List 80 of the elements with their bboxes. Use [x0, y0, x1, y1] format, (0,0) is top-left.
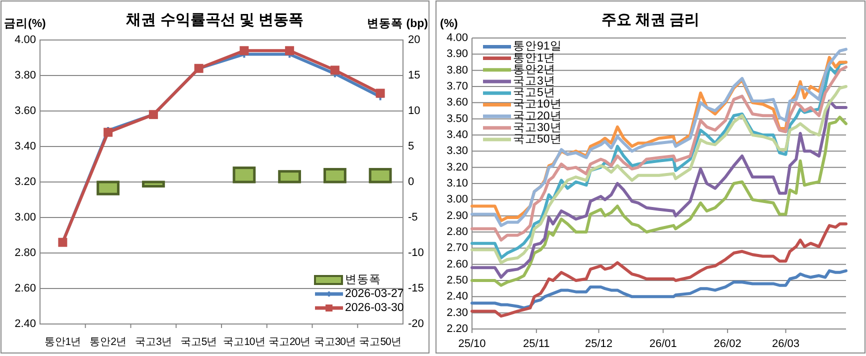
y-tick-label: 3.30: [446, 145, 468, 158]
y-axis-title: (%): [440, 18, 458, 30]
y-tick-label: 3.00: [14, 212, 36, 224]
y2-tick-label: -10: [408, 247, 424, 259]
y-tick-label: 2.60: [14, 282, 36, 294]
line-series: [470, 222, 848, 318]
x-tick-label: 26/01: [649, 338, 677, 350]
point: [240, 46, 249, 56]
chart-title: 주요 채권 금리: [601, 12, 700, 28]
y-tick-label: 3.80: [446, 64, 468, 76]
y2-tick-label: 0: [408, 176, 414, 188]
legend-label: 국고20년: [513, 110, 562, 122]
point: [376, 88, 385, 98]
legend-label: 2026-03-30: [345, 302, 404, 314]
y-tick-label: 3.60: [14, 105, 36, 117]
chart-title: 채권 수익률곡선 및 변동폭: [125, 12, 304, 28]
x-tick-label: 26/03: [772, 338, 800, 350]
x-tick-label: 25/12: [584, 338, 613, 350]
x-tick-label: 통안2년: [90, 336, 126, 348]
legend-label: 통안1년: [513, 52, 556, 64]
x-tick-label: 국고30년: [314, 336, 356, 348]
y-tick-label: 2.30: [446, 306, 468, 319]
legend-label: 국고50년: [513, 134, 562, 146]
y-tick-label: 2.20: [446, 323, 468, 335]
x-tick-label: 국고5년: [180, 336, 218, 348]
y-tick-label: 3.20: [446, 161, 468, 174]
bar: [368, 168, 392, 184]
bar: [96, 180, 120, 196]
y-tick-label: 2.80: [446, 226, 468, 238]
x-tick-label: 국고3년: [135, 336, 172, 348]
x-tick-label: 25/10: [458, 338, 486, 350]
y2-tick-label: 20: [408, 34, 420, 46]
y2-tick-label: -5: [408, 212, 418, 224]
y-tick-label: 3.10: [446, 178, 468, 190]
y-tick-label: 3.80: [14, 70, 36, 82]
y-tick-label: 2.90: [446, 210, 468, 222]
legend-label: 통안2년: [513, 64, 556, 76]
y-tick-label: 2.60: [446, 258, 468, 270]
y-tick-label: 2.40: [446, 290, 468, 303]
x-tick-label: 25/11: [523, 338, 550, 350]
y2-axis-title: 변동폭 (bp): [367, 17, 428, 30]
point: [330, 66, 340, 75]
legend-label: 국고10년: [513, 98, 562, 111]
legend-label: 국고5년: [513, 87, 556, 100]
y2-tick-label: -15: [408, 282, 424, 294]
y-tick-label: 3.90: [446, 48, 468, 60]
bar: [232, 166, 256, 184]
y2-tick-label: 5: [408, 140, 414, 152]
y-tick-label: 2.80: [14, 247, 36, 259]
bar: [278, 170, 302, 184]
x-tick-label: 26/02: [714, 338, 742, 350]
y-tick-label: 3.50: [446, 112, 468, 125]
y-tick-label: 4.00: [446, 32, 468, 44]
x-tick-label: 통안1년: [44, 336, 82, 348]
y-axis-title: 금리(%): [4, 17, 46, 30]
y2-tick-label: -20: [408, 318, 424, 330]
legend-label: 변동폭: [345, 274, 381, 286]
legend-label: 통안91일: [513, 40, 562, 53]
y2-tick-label: 15: [408, 70, 420, 82]
y-tick-label: 4.00: [14, 34, 36, 46]
x-tick-label: 국고50년: [359, 336, 402, 348]
x-tick-label: 국고10년: [223, 336, 266, 348]
line-series: [470, 269, 848, 310]
legend-label: 2026-03-27: [345, 288, 404, 300]
point: [285, 46, 294, 56]
y-tick-label: 3.70: [446, 80, 468, 92]
y-tick-label: 3.60: [446, 96, 468, 109]
y-tick-label: 2.50: [446, 274, 468, 286]
bar: [323, 168, 346, 184]
y-tick-label: 2.70: [446, 242, 468, 254]
y-tick-label: 2.40: [14, 318, 36, 330]
y2-tick-label: 10: [408, 105, 420, 117]
y-tick-label: 3.20: [14, 176, 36, 188]
y-tick-label: 3.00: [446, 194, 468, 206]
y-tick-label: 3.40: [446, 129, 468, 141]
x-tick-label: 국고20년: [268, 336, 311, 348]
bar: [142, 180, 165, 188]
y-tick-label: 3.40: [14, 140, 36, 152]
legend-label: 국고30년: [513, 122, 562, 134]
legend-label: 국고3년: [513, 76, 556, 88]
